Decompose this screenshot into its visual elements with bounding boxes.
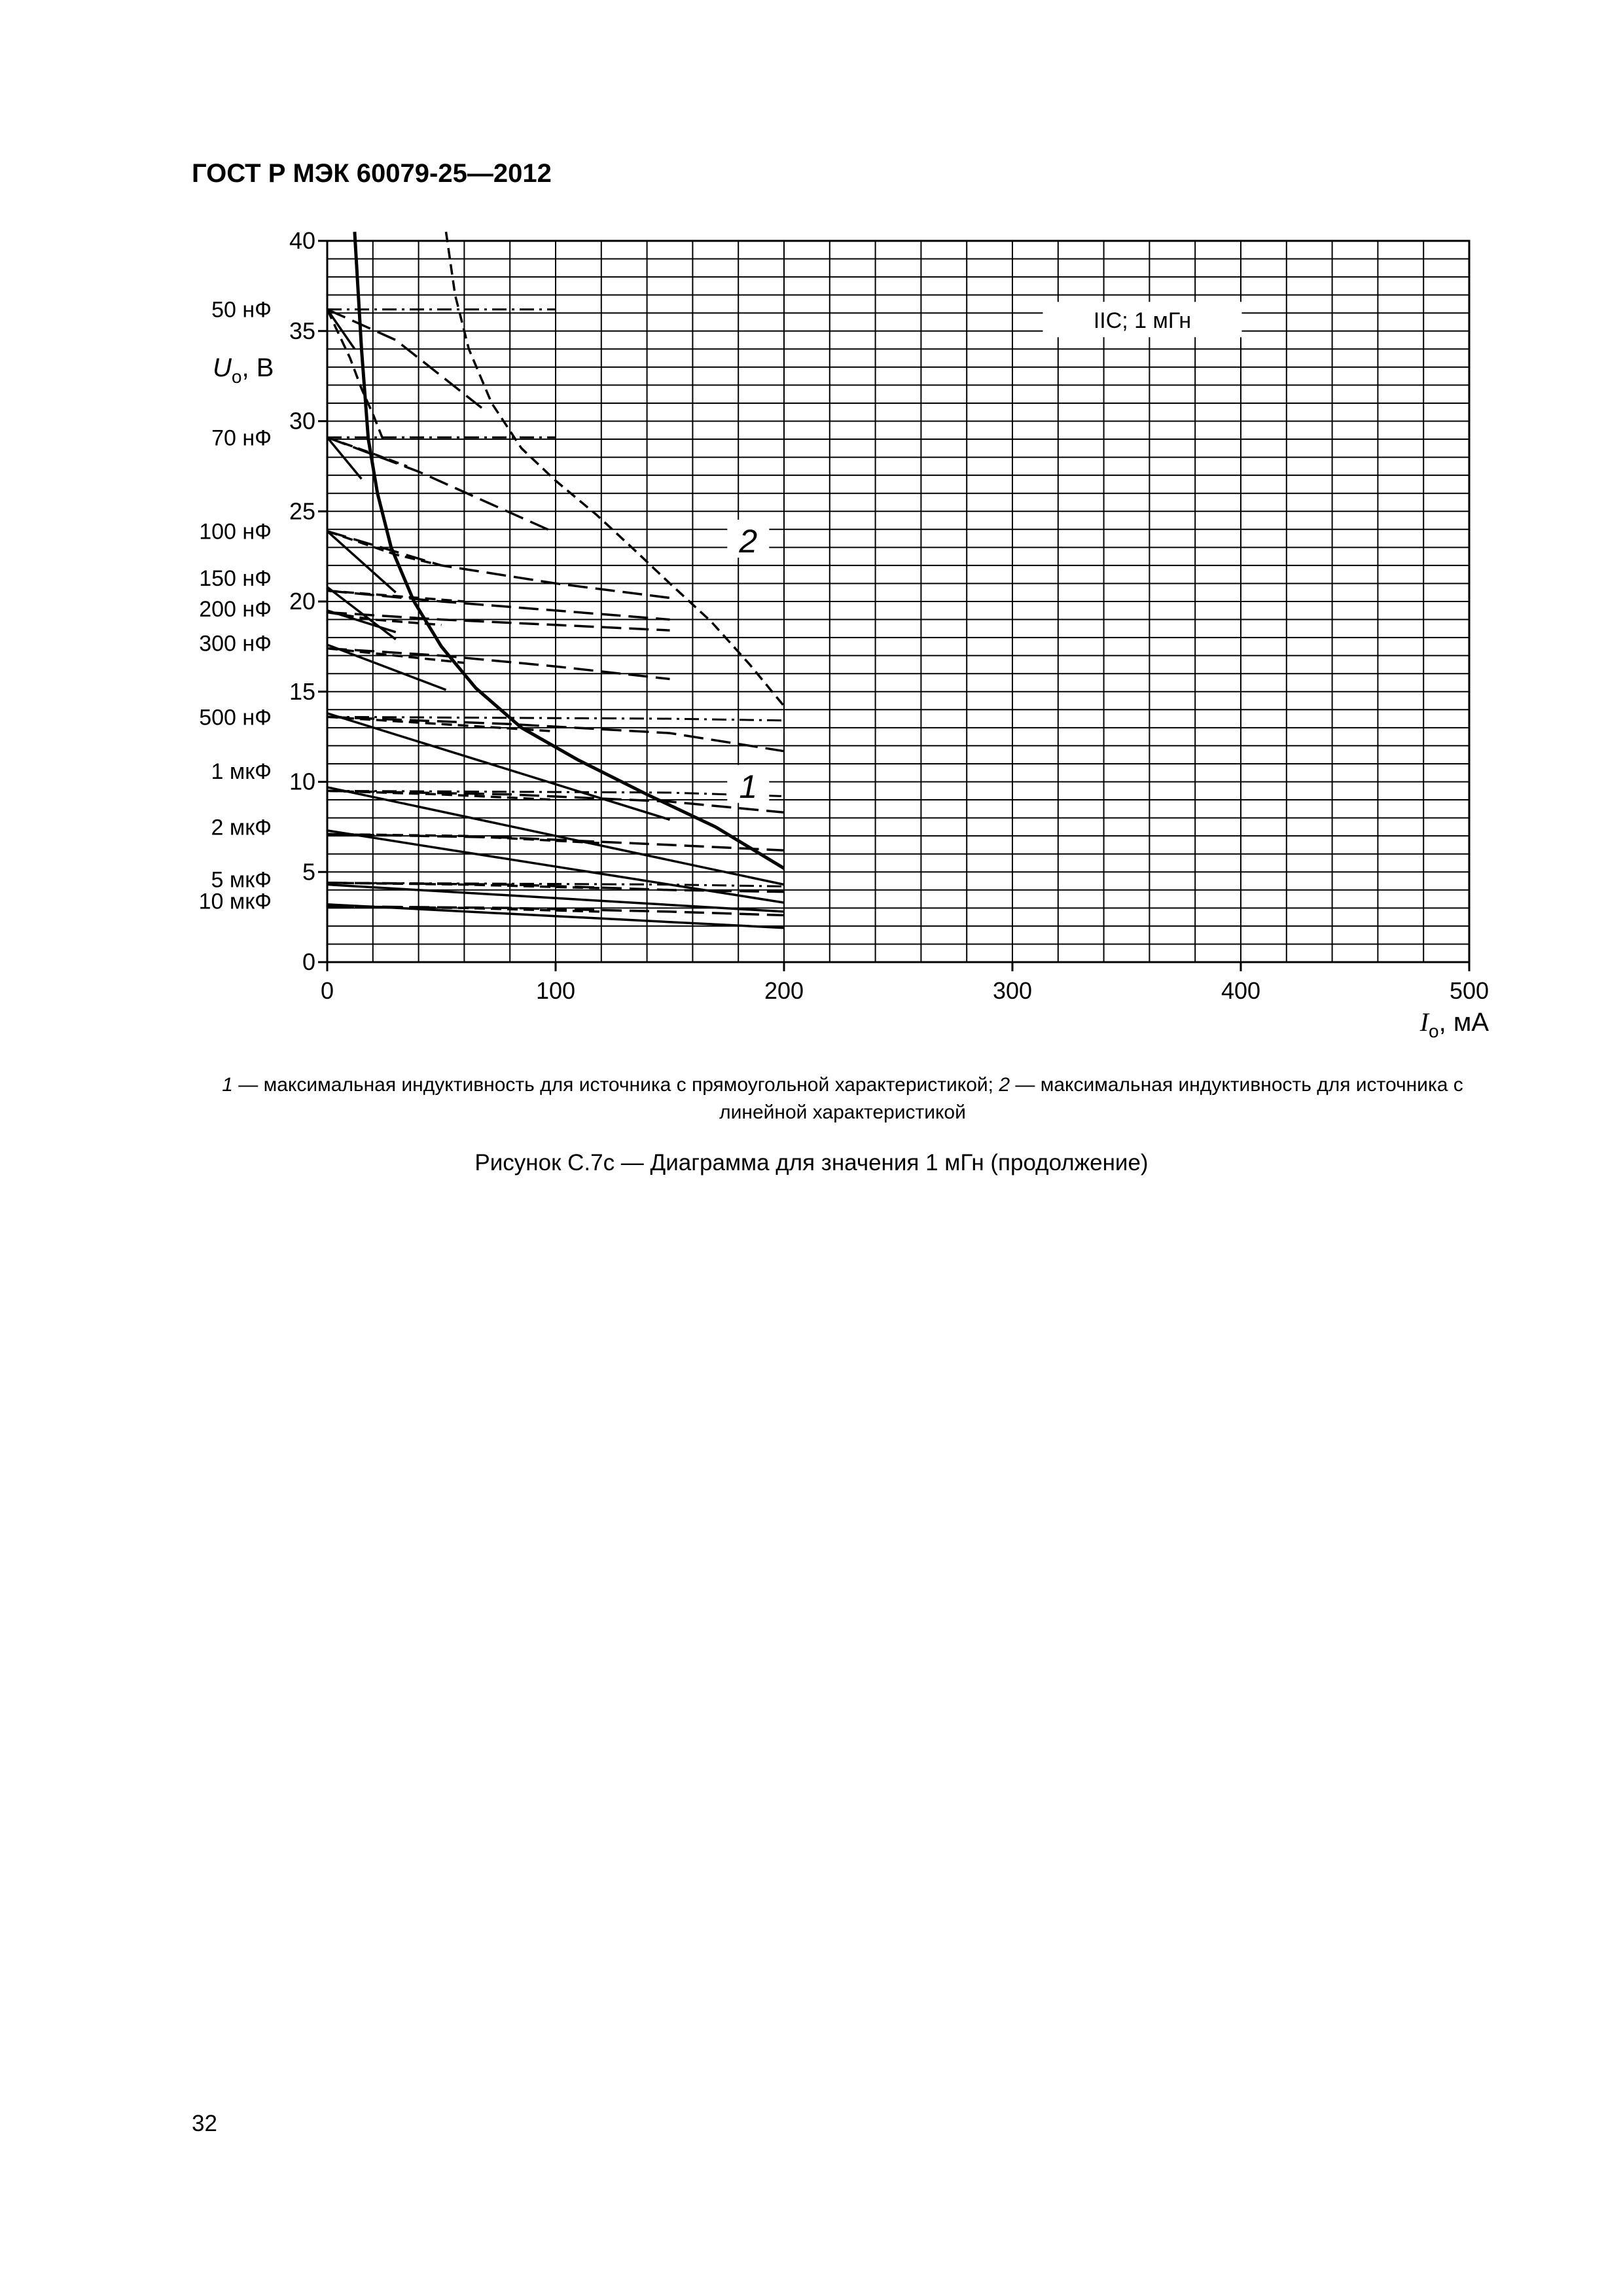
series-line-33 xyxy=(327,833,785,852)
series-line-14 xyxy=(326,308,385,444)
series-line-11 xyxy=(327,829,785,904)
series-line-2 xyxy=(444,231,785,707)
series-line-22 xyxy=(327,833,601,844)
y-tick-label: 10 xyxy=(289,768,315,795)
series-line-23 xyxy=(327,882,601,889)
series-line-8 xyxy=(327,643,447,691)
legend-caption: 1 — максимальная индуктивность для источ… xyxy=(190,1071,1495,1126)
series-line-31 xyxy=(327,715,785,753)
series-line-9 xyxy=(327,712,671,821)
series-line-29 xyxy=(327,611,670,632)
series-line-4 xyxy=(326,437,363,480)
capacitance-label: 300 нФ xyxy=(199,631,272,656)
series-line-10 xyxy=(327,786,785,886)
series-line-30 xyxy=(327,647,670,681)
series-line-40 xyxy=(327,882,785,888)
series-line-18 xyxy=(327,611,442,626)
capacitance-label: 70 нФ xyxy=(211,425,272,450)
chart: 0 100 200 300 400 500 0 5 10 15 20 25 30 35 40 1 2 IIC; 1… xyxy=(199,227,1489,1041)
grid-major xyxy=(318,240,1471,971)
annotation-box xyxy=(1043,302,1242,338)
series-line-19 xyxy=(327,647,465,664)
y-tick-label: 0 xyxy=(302,948,315,975)
series-line-3 xyxy=(326,308,356,350)
x-tick-label: 500 xyxy=(1450,977,1489,1004)
series-line-25 xyxy=(327,308,488,414)
curve-label-box-1 xyxy=(727,764,770,803)
x-tick-label: 100 xyxy=(536,977,575,1004)
page-header: ГОСТ Р МЭК 60079-25—2012 xyxy=(192,159,552,188)
figure-title: Рисунок С.7с — Диаграмма для значения 1 … xyxy=(474,1150,1149,1175)
page-number: 32 xyxy=(192,2111,217,2136)
capacitance-label: 150 нФ xyxy=(199,566,272,591)
series-line-27 xyxy=(327,529,670,600)
y-tick-label: 30 xyxy=(289,408,315,435)
capacitance-label: 1 мкФ xyxy=(211,759,272,784)
y-axis-label: Uo, В xyxy=(213,353,274,387)
series-line-24 xyxy=(327,905,601,913)
capacitance-label: 2 мкФ xyxy=(211,815,272,840)
curve-label-2: 2 xyxy=(738,523,757,560)
annotation-label: IIC; 1 мГн xyxy=(1094,308,1191,333)
series-line-26 xyxy=(327,436,556,534)
legend-caption-num1: 1 xyxy=(222,1074,233,1096)
capacitance-label: 100 нФ xyxy=(199,520,272,545)
y-tick-label: 15 xyxy=(289,678,315,705)
capacitance-label: 200 нФ xyxy=(199,597,272,622)
series-line-5 xyxy=(326,530,397,594)
x-axis-label: Io, мА xyxy=(1419,1007,1489,1041)
series-line-12 xyxy=(327,883,785,913)
legend-caption-text2: — максимальная индуктивность для источни… xyxy=(719,1074,1463,1123)
series-line-38 xyxy=(327,715,785,722)
series-line-28 xyxy=(327,589,670,621)
x-tick-label: 400 xyxy=(1221,977,1260,1004)
series-group xyxy=(326,231,785,929)
series-line-35 xyxy=(327,905,785,917)
capacitance-label: 500 нФ xyxy=(199,705,272,730)
series-line-13 xyxy=(327,903,785,929)
series-line-1 xyxy=(353,232,785,870)
x-tick-label: 0 xyxy=(321,977,334,1004)
curve-label-box-2 xyxy=(727,520,770,558)
x-tick-label: 200 xyxy=(764,977,804,1004)
capacitance-label: 50 нФ xyxy=(211,298,272,323)
series-line-17 xyxy=(327,589,465,603)
y-tick-label: 40 xyxy=(289,227,315,254)
legend-caption-text1: — максимальная индуктивность для источни… xyxy=(232,1074,999,1096)
y-tick-label: 20 xyxy=(289,588,315,615)
capacitance-label: 10 мкФ xyxy=(199,889,272,914)
labels-group: 0 100 200 300 400 500 0 5 10 15 20 25 30 35 40 1 2 IIC; 1… xyxy=(199,227,1489,1041)
series-line-32 xyxy=(327,789,785,814)
legend-caption-num2: 2 xyxy=(999,1074,1010,1096)
grid-minor xyxy=(327,240,1470,963)
capacitance-label: 5 мкФ xyxy=(211,867,272,892)
curve-label-1: 1 xyxy=(739,768,757,805)
y-tick-label: 5 xyxy=(302,858,315,885)
x-tick-label: 300 xyxy=(993,977,1032,1004)
series-line-16 xyxy=(327,529,442,567)
series-line-6 xyxy=(326,586,397,641)
y-tick-label: 25 xyxy=(289,497,315,524)
y-tick-label: 35 xyxy=(289,317,315,344)
